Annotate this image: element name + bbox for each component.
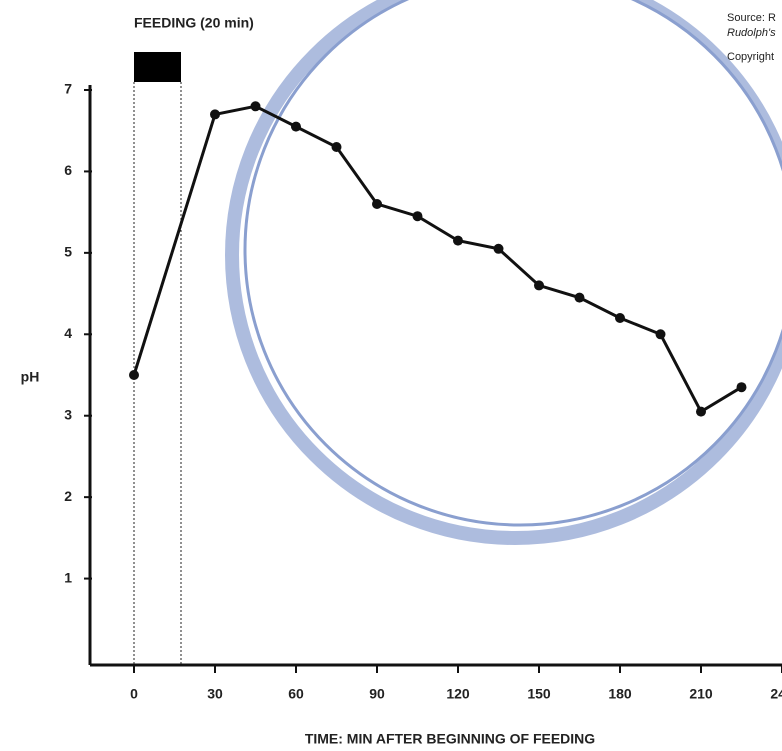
x-tick-label: 30 bbox=[207, 686, 223, 702]
data-point bbox=[412, 211, 423, 222]
data-point bbox=[736, 382, 747, 393]
x-tick-label: 120 bbox=[446, 686, 470, 702]
ring-overlay bbox=[225, 0, 782, 545]
x-tick-label: 210 bbox=[689, 686, 713, 702]
y-axis-label: pH bbox=[21, 369, 40, 385]
y-tick-label: 3 bbox=[64, 406, 72, 422]
y-tick-label: 1 bbox=[64, 569, 72, 585]
data-point bbox=[615, 313, 625, 323]
y-tick-label: 4 bbox=[64, 325, 72, 341]
data-point bbox=[291, 121, 301, 132]
y-tick-label: 7 bbox=[64, 81, 72, 97]
data-point bbox=[453, 235, 463, 246]
data-point bbox=[331, 142, 342, 152]
x-tick-label: 180 bbox=[608, 686, 632, 702]
data-point bbox=[372, 199, 382, 209]
source-note: Copyright bbox=[727, 51, 774, 63]
chart-title: FEEDING (20 min) bbox=[134, 15, 254, 31]
y-tick-label: 5 bbox=[64, 244, 72, 260]
x-tick-label: 90 bbox=[369, 686, 385, 702]
data-point bbox=[210, 109, 220, 120]
data-point bbox=[696, 406, 706, 417]
x-axis-label: TIME: MIN AFTER BEGINNING OF FEEDING bbox=[305, 731, 595, 747]
x-tick-label: 240 bbox=[770, 686, 782, 702]
y-tick-label: 2 bbox=[64, 488, 72, 504]
data-point bbox=[574, 292, 585, 303]
x-tick-label: 150 bbox=[527, 686, 551, 702]
y-tick-label: 6 bbox=[64, 162, 72, 178]
x-tick-label: 0 bbox=[130, 686, 138, 702]
data-point bbox=[250, 101, 261, 112]
data-point bbox=[655, 329, 666, 340]
source-note: Rudolph's bbox=[727, 27, 776, 39]
data-point bbox=[129, 370, 139, 380]
x-tick-label: 60 bbox=[288, 686, 304, 702]
data-point bbox=[493, 243, 504, 254]
source-note: Source: R bbox=[727, 12, 776, 24]
data-point bbox=[534, 280, 544, 291]
feeding-bar bbox=[134, 52, 181, 82]
